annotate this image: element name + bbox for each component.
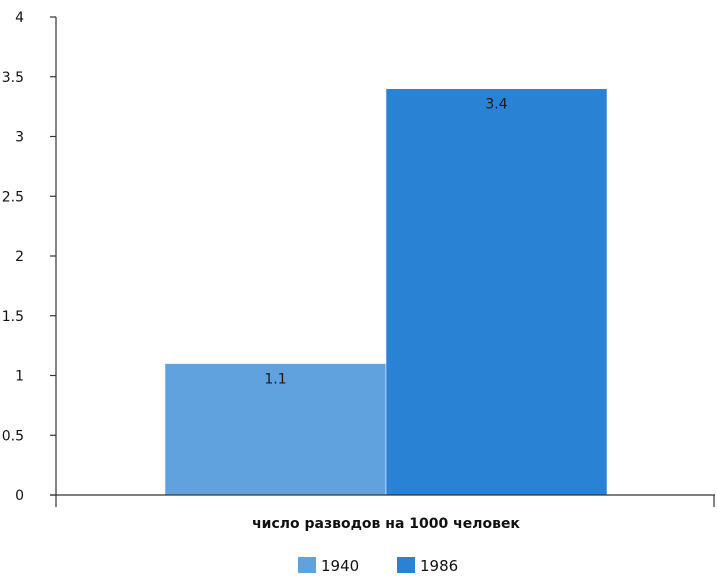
legend-swatch-1986 — [397, 557, 415, 573]
y-tick-label: 3 — [15, 130, 24, 146]
bar-1986 — [385, 88, 608, 496]
y-tick-label: 2.5 — [2, 189, 24, 205]
y-tick-label: 1.5 — [2, 309, 24, 325]
legend-label-1986: 1986 — [420, 557, 458, 575]
legend-label-1940: 1940 — [321, 557, 359, 575]
legend: 1940 1986 — [298, 557, 458, 575]
y-axis: 0 0.5 1 1.5 2 2.5 3 3.5 4 — [2, 10, 57, 507]
y-tick-label: 3.5 — [2, 70, 24, 86]
y-tick-label: 2 — [15, 249, 24, 265]
bar-1940 — [164, 363, 387, 496]
x-axis-title: число разводов на 1000 человек — [252, 516, 520, 532]
y-tick-label: 0 — [15, 488, 24, 504]
data-label-1986: 3.4 — [485, 97, 507, 113]
x-axis — [50, 494, 715, 507]
y-tick-label: 0.5 — [2, 428, 24, 444]
data-label-1940: 1.1 — [264, 372, 286, 388]
y-tick-label: 1 — [15, 369, 24, 385]
bar-labels-group: 1.1 3.4 — [264, 97, 507, 388]
legend-swatch-1940 — [298, 557, 316, 573]
y-tick-label: 4 — [15, 10, 24, 26]
bars-group — [164, 88, 608, 496]
